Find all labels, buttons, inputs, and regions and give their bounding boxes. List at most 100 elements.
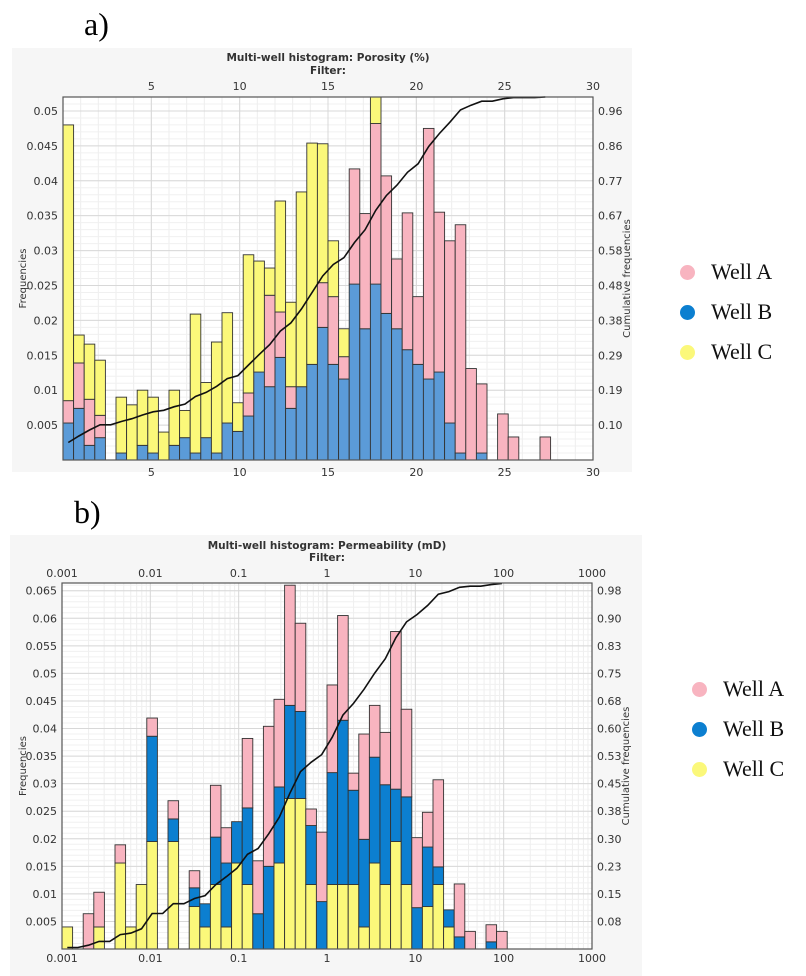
bar-well-a [465, 368, 477, 461]
bar-well-c [147, 396, 159, 454]
bar-well-a [475, 383, 488, 454]
bar-well-b [400, 796, 413, 885]
bar-well-a [391, 258, 403, 330]
y2-tick-label: 0.67 [598, 210, 623, 223]
bar-well-b [146, 735, 158, 842]
y-tick-label: 0.015 [26, 860, 58, 873]
x-tick-label-bottom: 0.1 [230, 952, 248, 965]
well-a-swatch [692, 681, 707, 697]
bar-well-b [241, 807, 254, 885]
bar-well-b [306, 363, 318, 461]
y2-axis-title: Cumulative frequencies [621, 707, 632, 826]
bar-well-b [391, 328, 403, 461]
cumulative-frequency-line [67, 96, 546, 444]
bar-well-a [327, 296, 340, 365]
y-tick-label: 0.035 [26, 750, 58, 763]
bar-well-b [294, 710, 307, 799]
bar-well-c [358, 926, 370, 950]
bar-well-b [83, 444, 96, 461]
bar-well-c [126, 404, 138, 461]
bar-well-c [338, 328, 350, 358]
bar-well-c [167, 841, 180, 950]
bar-well-a [93, 891, 105, 928]
bar-well-b [273, 786, 286, 864]
bar-well-a [380, 175, 393, 314]
bar-well-a [242, 392, 255, 417]
bar-well-b [221, 422, 234, 461]
bar-well-b [295, 386, 308, 461]
bar-well-c [327, 240, 340, 298]
x-tick-label-top: 10 [233, 80, 247, 93]
bar-well-a [454, 224, 467, 454]
bar-well-b [359, 328, 371, 461]
bar-well-b [380, 312, 393, 461]
bar-well-a [262, 725, 275, 867]
well-b-swatch [692, 721, 707, 737]
bar-well-a [453, 883, 466, 938]
bar-well-a [464, 930, 476, 950]
bar-well-b [199, 903, 211, 928]
bar-well-c [306, 142, 318, 365]
bar-well-a [496, 930, 508, 950]
x-tick-label-bottom: 0.001 [46, 952, 78, 965]
bar-well-a [369, 123, 382, 285]
well-c-swatch [680, 344, 695, 360]
x-tick-label-bottom: 10 [233, 466, 247, 479]
well-a-swatch [680, 264, 695, 280]
bar-well-c [295, 191, 308, 388]
y2-tick-label: 0.83 [597, 640, 622, 653]
well-b-swatch [680, 304, 695, 320]
bar-well-a [444, 240, 456, 424]
bar-well-c [179, 409, 191, 439]
bar-well-c [209, 884, 222, 950]
x-tick-label-top: 25 [498, 80, 512, 93]
y-tick-label: 0.035 [27, 210, 59, 223]
x-tick-label-top: 0.001 [46, 567, 78, 580]
chart-filter-label: Filter: [310, 65, 346, 77]
bar-well-a [167, 800, 180, 820]
bar-well-b [94, 437, 106, 461]
bar-well-a [401, 212, 414, 351]
bar-well-c [305, 884, 317, 950]
x-tick-label-top: 0.1 [230, 567, 248, 580]
bar-well-c [83, 343, 96, 400]
y2-tick-label: 0.75 [597, 667, 622, 680]
y2-tick-label: 0.10 [598, 419, 623, 432]
y-tick-label: 0.045 [26, 695, 58, 708]
y2-tick-label: 0.58 [598, 245, 623, 258]
panel-label-b: b) [74, 494, 101, 530]
legend-item-well-a: Well A [680, 252, 772, 292]
bar-well-a [368, 704, 381, 758]
legend-item-well-b: Well B [680, 292, 772, 332]
legend-item-well-c: Well C [680, 332, 772, 372]
bar-well-a [539, 436, 552, 461]
bar-well-c [231, 862, 243, 950]
bar-well-a [209, 784, 222, 838]
plot-border [62, 96, 594, 461]
y2-tick-label: 0.53 [597, 750, 622, 763]
bar-well-c [285, 301, 297, 388]
y2-tick-label: 0.48 [598, 279, 623, 292]
bar-well-b [115, 452, 128, 461]
bar-well-a [315, 831, 328, 903]
bar-well-c [61, 926, 74, 950]
legend-label: Well A [723, 676, 785, 701]
bar-well-a [390, 631, 402, 790]
bar-well-b [252, 913, 264, 950]
bar-well-b [444, 422, 456, 461]
bar-well-b [432, 866, 445, 885]
bar-well-c [347, 884, 360, 950]
bar-well-c [135, 884, 148, 950]
x-tick-label-top: 0.01 [138, 567, 163, 580]
bar-well-b [369, 283, 382, 461]
bar-well-a [338, 356, 350, 380]
chart-title: Multi-well histogram: Permeability (mD) [208, 540, 447, 552]
bar-well-c [263, 267, 276, 296]
x-tick-label-top: 1 [324, 567, 331, 580]
bar-well-b [443, 909, 455, 928]
y-tick-label: 0.065 [26, 585, 58, 598]
y2-tick-label: 0.90 [597, 612, 622, 625]
legend-porosity: Well A Well B Well C [680, 252, 772, 372]
bar-well-b [347, 789, 360, 885]
